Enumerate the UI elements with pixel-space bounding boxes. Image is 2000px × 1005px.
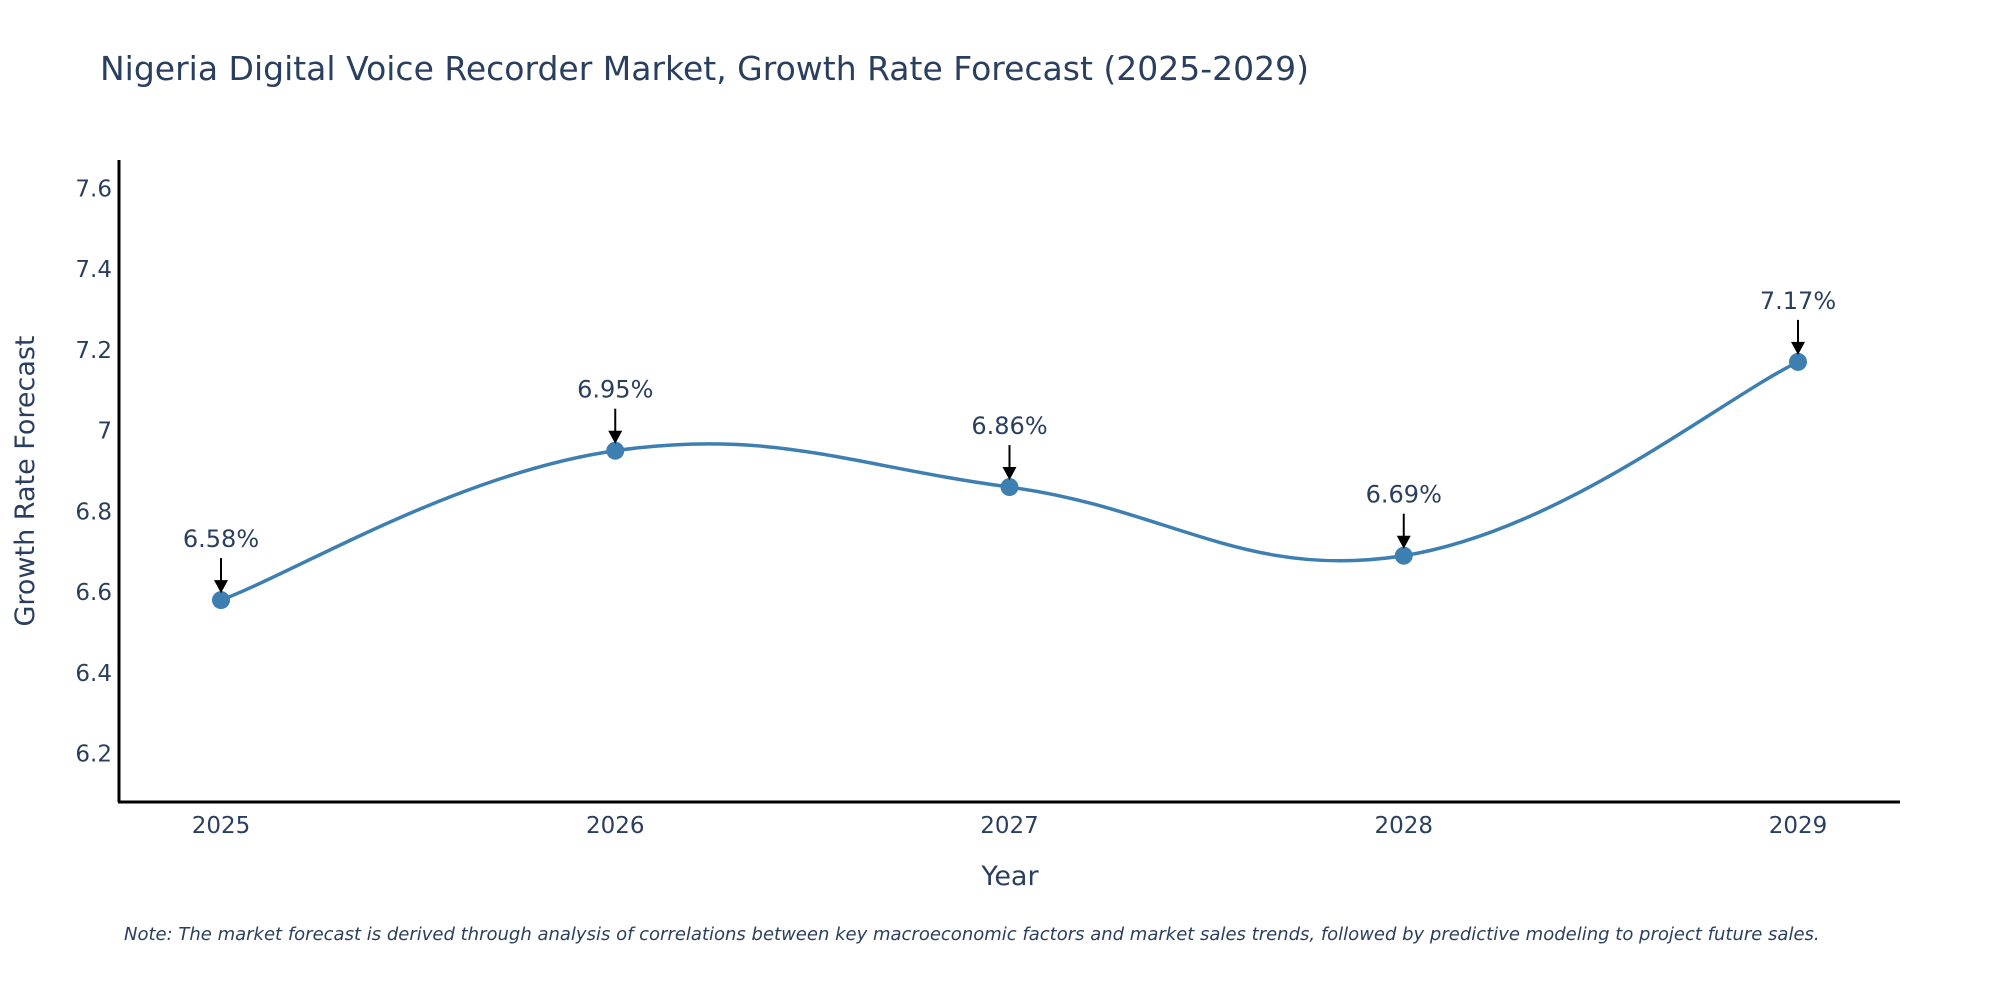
data-label: 6.95% — [577, 376, 653, 404]
data-point — [1000, 478, 1019, 497]
annotation-arrowhead — [1002, 467, 1017, 481]
annotation-arrowhead — [1791, 341, 1805, 355]
data-label: 6.58% — [183, 525, 259, 553]
data-point — [1789, 352, 1807, 371]
y-axis-title: Growth Rate Forecast — [10, 335, 41, 626]
data-point — [606, 441, 625, 460]
y-tick-label: 6.8 — [75, 499, 112, 525]
x-tick-label: 2025 — [192, 813, 251, 839]
y-tick-label: 7.4 — [75, 257, 112, 283]
y-tick-label: 7 — [97, 419, 112, 445]
data-annotations: 6.58% 6.95% 6.86% 6.69% 7.17% — [183, 287, 1836, 594]
y-tick-label: 6.6 — [75, 580, 112, 606]
y-tick-label: 6.2 — [75, 742, 112, 768]
data-label: 6.69% — [1366, 481, 1442, 509]
annotation-arrowhead — [1396, 535, 1411, 549]
y-axis-ticks: 6.2 6.4 6.6 6.8 7 7.2 7.4 7.6 — [75, 176, 112, 767]
annotation-arrowhead — [608, 430, 623, 444]
x-tick-label: 2029 — [1769, 813, 1828, 839]
footnote: Note: The market forecast is derived thr… — [124, 924, 1820, 945]
x-axis-title: Year — [980, 861, 1039, 892]
data-point — [212, 591, 230, 610]
data-label: 7.17% — [1760, 287, 1836, 315]
data-point — [1394, 546, 1413, 565]
x-axis-ticks: 2025 2026 2027 2028 2029 — [192, 813, 1828, 839]
y-tick-label: 7.6 — [75, 176, 112, 202]
x-tick-label: 2027 — [980, 813, 1039, 839]
x-tick-label: 2026 — [586, 813, 645, 839]
y-tick-label: 7.2 — [75, 338, 112, 364]
x-tick-label: 2028 — [1374, 813, 1433, 839]
chart-title: Nigeria Digital Voice Recorder Market, G… — [100, 49, 1309, 88]
data-points — [212, 352, 1807, 610]
annotation-arrowhead — [214, 580, 228, 594]
y-tick-label: 6.4 — [75, 661, 112, 687]
data-label: 6.86% — [971, 412, 1047, 440]
